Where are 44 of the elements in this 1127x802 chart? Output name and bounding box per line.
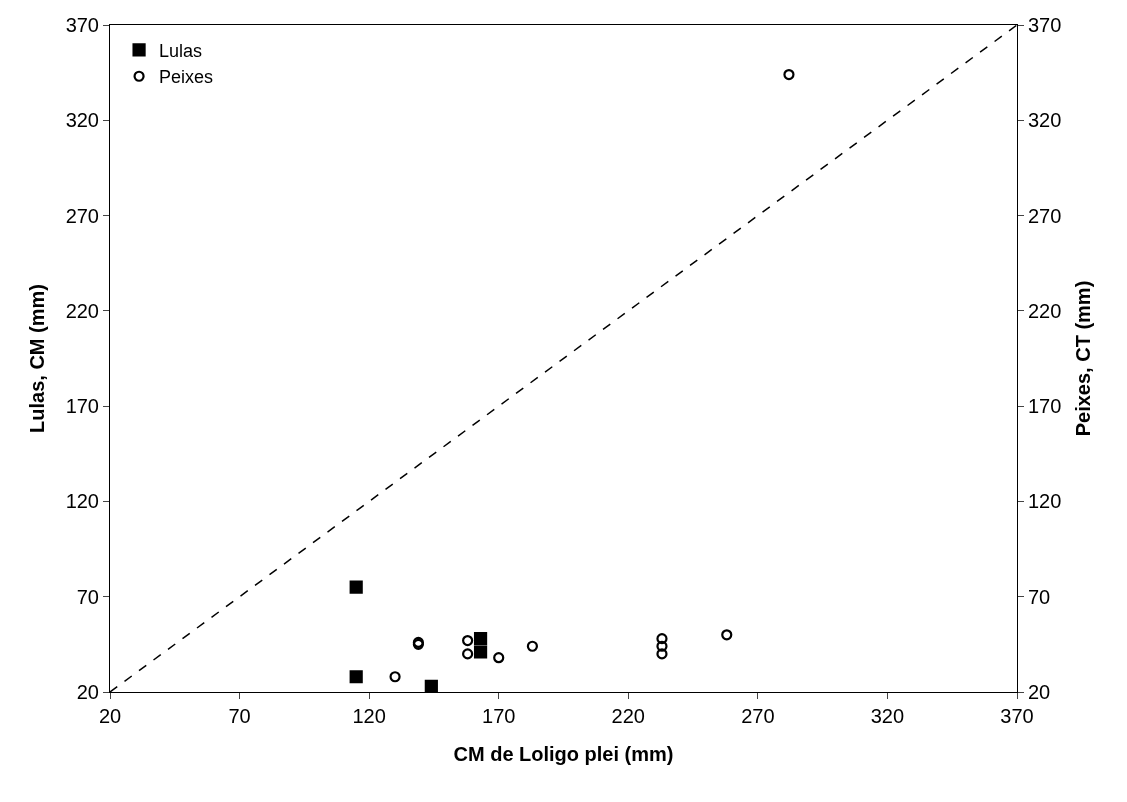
point <box>526 640 538 652</box>
y-tick-label: 220 <box>65 299 99 322</box>
y2-tick-label: 120 <box>1028 490 1062 513</box>
y-tick-label: 370 <box>65 14 99 36</box>
point <box>473 645 488 659</box>
x-tick-label: 120 <box>352 705 386 727</box>
point <box>349 580 363 594</box>
y-axis-title: Lulas, CM (mm) <box>26 284 49 433</box>
y2-tick-label: 170 <box>1028 395 1062 418</box>
y-tick-label: 270 <box>65 204 99 227</box>
y2-axis-title: Peixes, CT (mm) <box>1071 280 1094 437</box>
point <box>389 671 401 683</box>
y2-tick-label: 220 <box>1028 299 1062 322</box>
point <box>721 629 733 641</box>
point <box>424 679 438 693</box>
point <box>493 652 505 664</box>
x-tick-label: 320 <box>870 705 905 727</box>
point <box>656 648 668 660</box>
point <box>473 632 488 646</box>
point <box>462 648 474 660</box>
x-tick-label: 70 <box>228 705 251 727</box>
y2-tick-label: 370 <box>1028 14 1062 36</box>
y2-tick-label: 270 <box>1028 204 1062 227</box>
point <box>656 633 668 645</box>
y-tick-label: 20 <box>76 681 99 703</box>
point <box>462 634 474 647</box>
x-tick-label: 170 <box>482 705 516 727</box>
y2-tick-label: 70 <box>1028 585 1051 608</box>
y-tick-label: 170 <box>65 395 99 418</box>
y-tick-label: 120 <box>65 490 99 513</box>
x-tick-label: 20 <box>98 705 122 727</box>
point <box>656 640 668 652</box>
legend-label: Peixes <box>159 67 214 88</box>
legend-label: Lulas <box>159 40 203 61</box>
x-axis-title: CM de Loligo plei (mm) <box>453 742 674 765</box>
y-tick-label: 320 <box>65 109 99 132</box>
y2-tick-label: 320 <box>1028 109 1062 132</box>
point <box>349 670 363 684</box>
point <box>783 68 795 81</box>
y-tick-label: 70 <box>76 585 99 608</box>
x-tick-label: 370 <box>1000 705 1034 727</box>
x-tick-label: 220 <box>611 705 645 727</box>
x-tick-label: 270 <box>741 705 775 727</box>
y2-tick-label: 20 <box>1028 681 1051 703</box>
